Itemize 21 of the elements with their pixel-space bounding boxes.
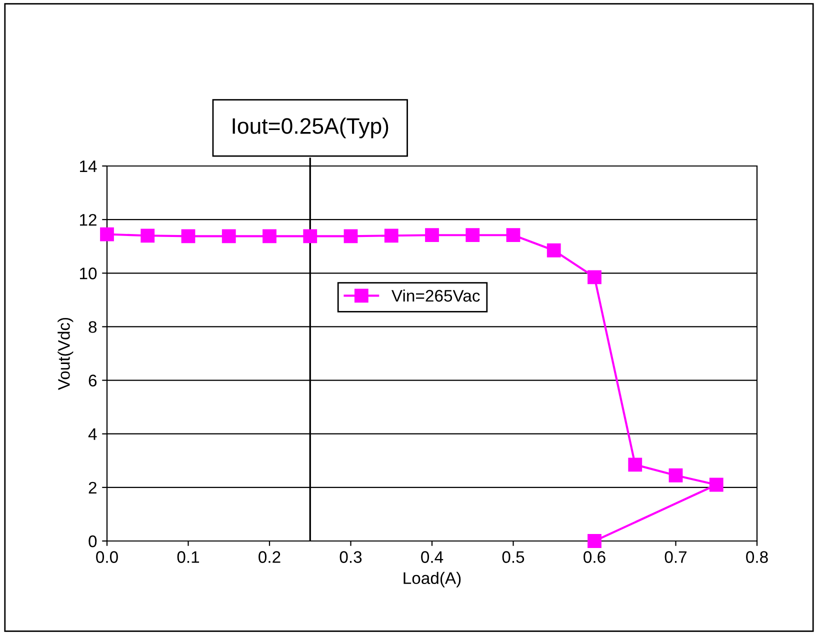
y-tick-label: 8 bbox=[88, 321, 97, 333]
y-tick-label: 4 bbox=[88, 428, 97, 440]
y-tick-label: 12 bbox=[80, 214, 96, 226]
x-tick-label: 0.4 bbox=[421, 551, 444, 563]
x-tick-label: 0.1 bbox=[177, 551, 200, 563]
y-tick-label: 6 bbox=[88, 374, 97, 386]
x-axis-title: Load(A) bbox=[404, 572, 461, 588]
y-tick-label: 0 bbox=[88, 535, 97, 548]
x-tick-label: 0.6 bbox=[584, 551, 606, 563]
x-tick-label: 0.5 bbox=[502, 551, 524, 563]
ref-line-label: Iout=0.25A(Typ) bbox=[232, 118, 388, 138]
x-tick-label: 0.3 bbox=[340, 551, 362, 563]
x-tick-label: 0.2 bbox=[258, 551, 280, 563]
x-tick-label: 0.8 bbox=[746, 551, 768, 563]
x-tick-label: 0.7 bbox=[664, 551, 686, 563]
y-tick-label: 10 bbox=[80, 268, 97, 280]
y-axis-title: Vout(Vdc) bbox=[58, 318, 74, 390]
y-tick-label: 14 bbox=[80, 160, 97, 172]
x-tick-label: 0.0 bbox=[96, 551, 118, 563]
legend-label: Vin=265Vac bbox=[391, 289, 480, 302]
y-tick-label: 2 bbox=[88, 482, 96, 494]
